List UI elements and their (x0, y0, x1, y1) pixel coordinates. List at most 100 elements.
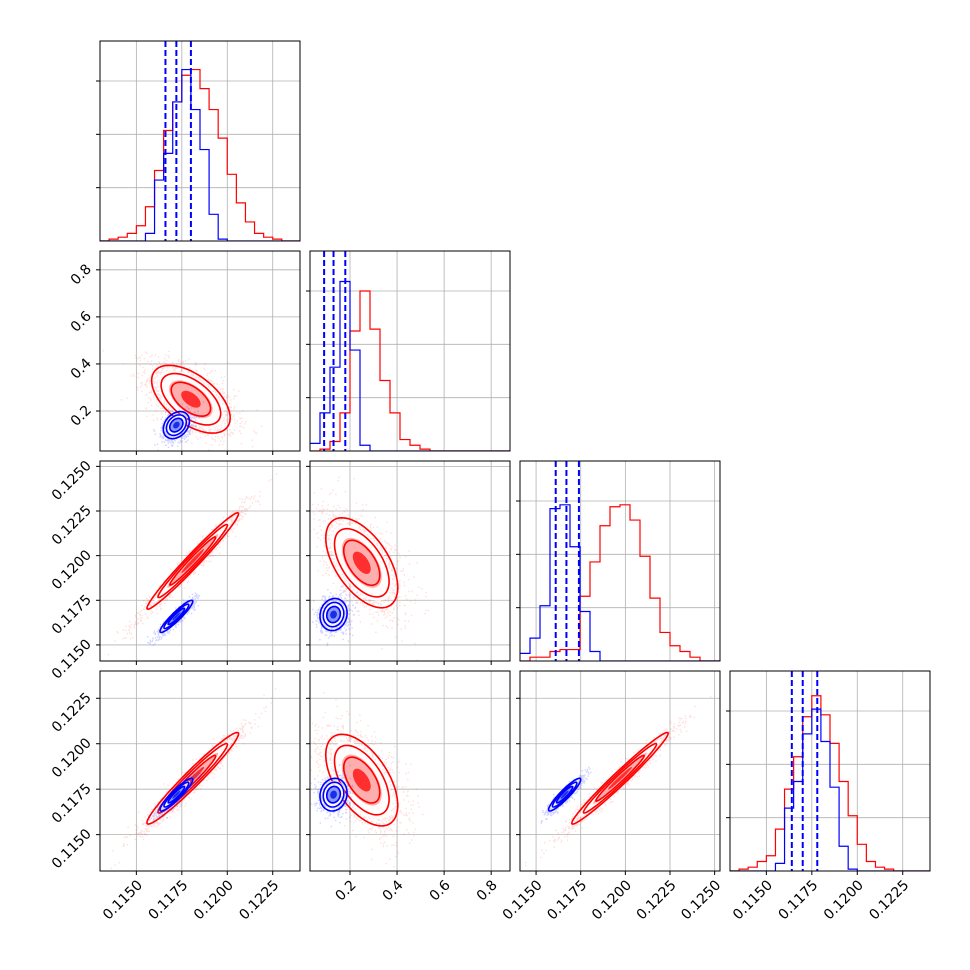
contour-line (168, 536, 217, 586)
density-level (352, 551, 371, 574)
y-tick-label: 0.1225 (49, 503, 95, 549)
contour-line (570, 731, 670, 825)
y-tick-label: 0.1175 (49, 781, 95, 827)
x-tick-label: 0.1150 (500, 877, 546, 923)
x-tick-label: 0.1225 (634, 877, 680, 923)
histogram-series-a (100, 68, 300, 241)
x-tick-label: 0.8 (474, 877, 501, 904)
contour-line (324, 733, 399, 827)
histogram-series-b (310, 280, 510, 451)
density-level (352, 768, 371, 792)
x-tick-label: 0.1225 (866, 877, 912, 923)
scatter-dots (310, 692, 424, 868)
contour-line (324, 516, 399, 609)
contour-line (169, 417, 184, 433)
contour-line (343, 756, 381, 804)
density-level (173, 421, 180, 429)
contour-line (322, 601, 345, 628)
contour-line (159, 599, 194, 634)
contour-line (165, 414, 188, 437)
contour-line (595, 754, 645, 803)
axes-frame (309, 460, 511, 662)
scatter-panel-3-1: 0.2 0.4 0.6 0.8 (306, 670, 511, 904)
y-tick-label: 0.6 (68, 308, 95, 335)
contour-line (150, 364, 232, 434)
x-tick-label: 0.1150 (100, 877, 146, 923)
x-tick-label: 0.1150 (730, 877, 776, 923)
x-tick-label: 0.1225 (236, 877, 282, 923)
axes-frame (519, 670, 721, 872)
contour-line (582, 742, 658, 814)
y-tick-label: 0.1250 (49, 458, 95, 504)
contour-line (322, 781, 345, 808)
contour-line (146, 511, 240, 611)
x-tick-label: 0.1200 (821, 877, 867, 923)
histogram-series-a (310, 290, 510, 451)
contour-line (551, 781, 578, 808)
y-tick-label: 0.4 (68, 355, 95, 382)
axes-frame (729, 670, 931, 872)
density-level (172, 612, 181, 621)
contour-line (159, 777, 194, 812)
x-tick-label: 0.1200 (589, 877, 635, 923)
y-tick-label: 0.8 (68, 261, 95, 288)
histogram-series-b (100, 68, 300, 241)
contour-line (319, 777, 348, 812)
x-tick-label: 0.1175 (775, 877, 821, 923)
scatter-panel-1-0: 0.2 0.4 0.6 0.8 (68, 250, 301, 455)
contour-line (163, 603, 190, 630)
histogram-panel-1 (306, 250, 511, 452)
histogram-series-b (730, 708, 930, 871)
axes-frame (309, 670, 511, 872)
axes-frame (99, 40, 301, 242)
contour-line (555, 785, 574, 804)
x-tick-label: 0.6 (427, 877, 454, 904)
scatter-points-series_a (310, 692, 424, 868)
histogram-series-a (520, 504, 720, 661)
contour-line (326, 605, 342, 624)
scatter-dots (102, 350, 263, 451)
x-tick-label: 0.4 (380, 877, 407, 904)
contour-line (157, 523, 229, 599)
density-level (608, 766, 632, 790)
x-tick-label: 0.1175 (544, 877, 590, 923)
axes-frame (99, 670, 301, 872)
y-tick-label: 0.2 (68, 403, 95, 430)
contour-line (326, 785, 342, 804)
histogram-panel-2 (516, 460, 721, 662)
contour-line (162, 410, 191, 440)
contour-line (167, 607, 186, 626)
axes-frame (309, 250, 511, 452)
x-tick-label: 0.1200 (191, 877, 237, 923)
contour-line (146, 731, 240, 825)
y-tick-label: 0.1225 (49, 690, 95, 736)
density-level (181, 549, 205, 573)
histogram-series-b (520, 504, 720, 661)
axes-frame (99, 250, 301, 452)
contour-line (333, 744, 390, 816)
contour-line (319, 597, 348, 632)
x-tick-label: 0.1250 (678, 877, 724, 923)
contour-line (170, 381, 212, 418)
y-tick-label: 0.1150 (49, 636, 95, 682)
contour-line (333, 527, 390, 598)
y-tick-label: 0.1200 (49, 547, 95, 593)
contour-line (163, 781, 190, 808)
scatter-panel-2-1 (306, 460, 511, 665)
y-tick-label: 0.1200 (49, 735, 95, 781)
y-tick-label: 0.1175 (49, 592, 95, 638)
contour-line (343, 539, 381, 587)
contour-line (167, 785, 186, 804)
density-level (181, 390, 201, 408)
axes-frame (519, 460, 721, 662)
contour-line (160, 372, 222, 426)
density-level (330, 610, 337, 619)
density-level (330, 790, 337, 799)
density-level (172, 790, 181, 799)
histogram-panel-0 (96, 40, 301, 242)
axes-frame (99, 460, 301, 662)
x-tick-label: 0.1175 (145, 877, 191, 923)
